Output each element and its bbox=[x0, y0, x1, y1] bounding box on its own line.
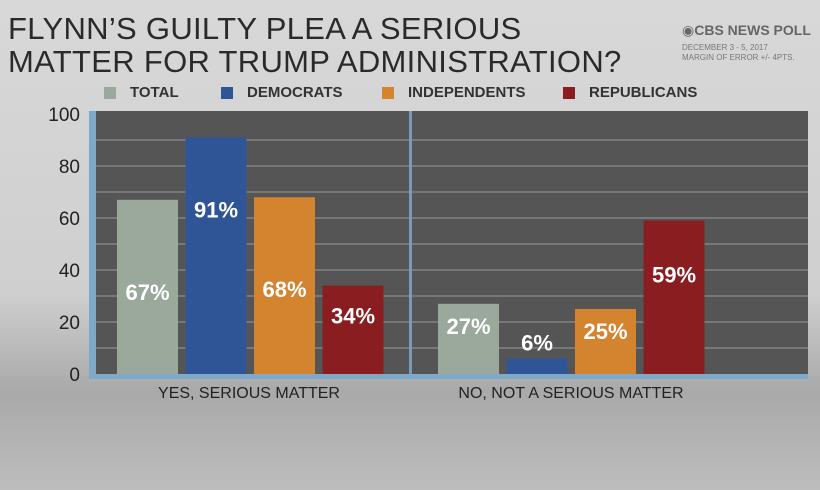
x-category-label: YES, SERIOUS MATTER bbox=[158, 385, 340, 402]
legend-label: INDEPENDENTS bbox=[408, 84, 526, 101]
data-label: 6% bbox=[521, 330, 553, 355]
group-divider bbox=[409, 111, 412, 374]
legend-republicans: REPUBLICANS bbox=[563, 84, 697, 101]
bar-total-0 bbox=[117, 199, 178, 374]
legend-label: TOTAL bbox=[130, 84, 179, 101]
bar-total-1 bbox=[438, 303, 499, 374]
legend-democrats: DEMOCRATS bbox=[221, 84, 343, 101]
bar-republicans-1 bbox=[643, 220, 705, 374]
data-label: 59% bbox=[652, 263, 696, 288]
title-line-1: FLYNN’S GUILTY PLEA A SERIOUS bbox=[8, 11, 522, 46]
x-axis-line bbox=[89, 374, 808, 379]
data-label: 25% bbox=[583, 319, 627, 344]
cbs-eye-icon: ◉ bbox=[682, 22, 695, 38]
data-label: 91% bbox=[194, 197, 238, 222]
y-tick-label: 20 bbox=[59, 313, 80, 334]
data-label: 67% bbox=[125, 280, 169, 305]
y-tick-label: 100 bbox=[48, 105, 80, 126]
title-line-2: MATTER FOR TRUMP ADMINISTRATION? bbox=[8, 44, 622, 79]
legend-swatch bbox=[382, 86, 394, 99]
y-tick-label: 0 bbox=[69, 365, 80, 386]
poll-meta: DECEMBER 3 - 5, 2017 MARGIN OF ERROR +/-… bbox=[682, 43, 795, 63]
legend-independents: INDEPENDENTS bbox=[382, 84, 526, 101]
data-label: 34% bbox=[331, 304, 375, 329]
y-tick-label: 60 bbox=[59, 209, 80, 230]
chart-title: FLYNN’S GUILTY PLEA A SERIOUS MATTER FOR… bbox=[8, 12, 622, 78]
x-category-label: NO, NOT A SERIOUS MATTER bbox=[458, 385, 683, 402]
bar-republicans-0 bbox=[322, 285, 384, 374]
data-label: 27% bbox=[446, 314, 490, 339]
legend-swatch bbox=[104, 86, 116, 99]
legend-swatch bbox=[221, 86, 233, 99]
bar-democrats-1 bbox=[506, 358, 568, 374]
legend-swatch bbox=[563, 86, 575, 99]
data-label: 68% bbox=[262, 277, 306, 302]
y-axis-line bbox=[89, 111, 96, 379]
brand-text: CBS NEWS POLL bbox=[694, 22, 811, 38]
legend-label: DEMOCRATS bbox=[247, 84, 343, 101]
cbs-logo: ◉CBS NEWS POLL bbox=[682, 22, 811, 39]
legend-label: REPUBLICANS bbox=[589, 84, 698, 101]
y-tick-label: 80 bbox=[59, 157, 80, 178]
poll-date: DECEMBER 3 - 5, 2017 bbox=[682, 43, 768, 52]
bar-democrats-0 bbox=[185, 137, 247, 374]
y-tick-label: 40 bbox=[59, 261, 80, 282]
bar-independents-0 bbox=[254, 197, 315, 374]
margin-of-error: MARGIN OF ERROR +/- 4PTS. bbox=[682, 53, 795, 62]
legend-total: TOTAL bbox=[104, 84, 179, 101]
bar-independents-1 bbox=[575, 309, 636, 374]
